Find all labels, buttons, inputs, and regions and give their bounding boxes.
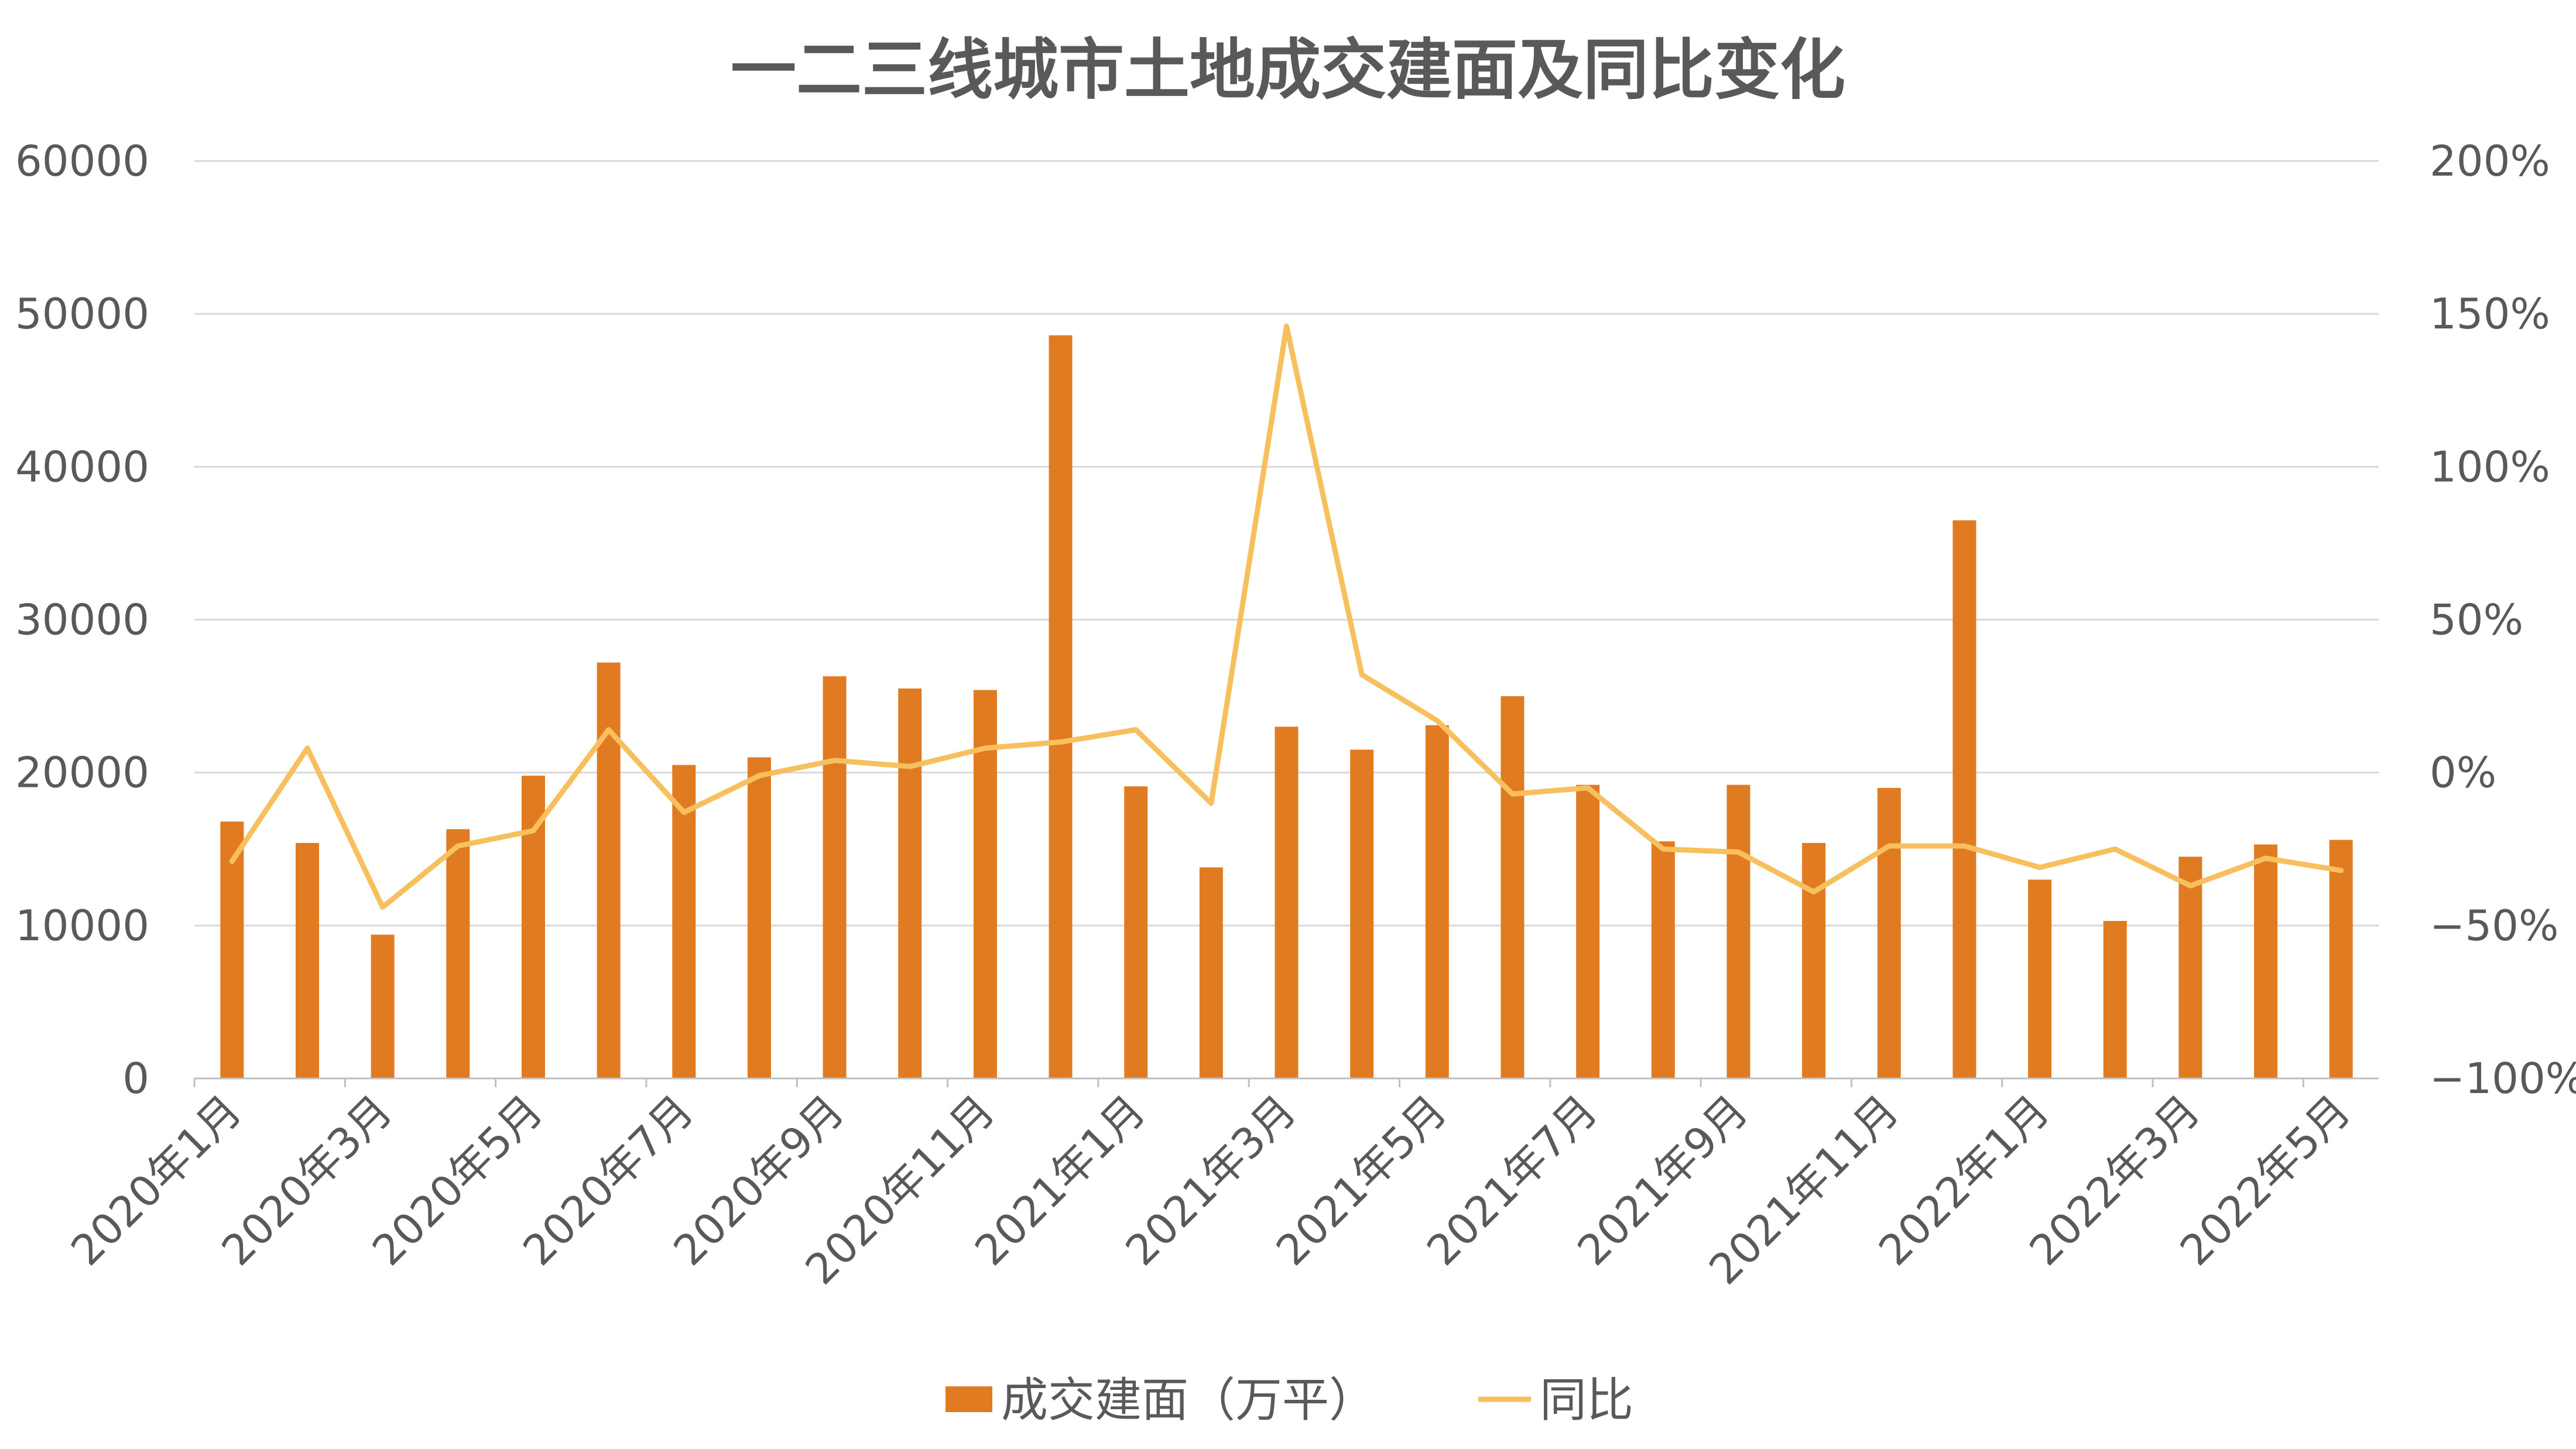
line-yoy: [229, 323, 2344, 910]
bar: [1576, 785, 1600, 1078]
bar: [521, 775, 545, 1078]
bar: [747, 757, 771, 1078]
y-right-tick-label: 50%: [2430, 595, 2523, 645]
bar: [1727, 785, 1751, 1078]
left-axis: 0 10000 20000 30000 40000 50000 60000: [15, 136, 149, 1103]
line-series: [229, 323, 2344, 910]
bar: [2254, 844, 2278, 1078]
bar: [1124, 786, 1148, 1078]
legend-label-line: 同比: [1540, 1373, 1633, 1427]
bar: [2178, 857, 2202, 1078]
bars: [220, 335, 2353, 1078]
bar: [1952, 520, 1976, 1078]
y-left-tick-label: 40000: [15, 442, 149, 491]
bar: [1651, 841, 1675, 1078]
bar: [1199, 867, 1223, 1078]
y-right-tick-label: 150%: [2430, 289, 2550, 338]
legend: 成交建面（万平） 同比: [946, 1373, 1633, 1427]
gridlines: [194, 160, 2379, 927]
bar: [446, 829, 470, 1078]
y-left-tick-label: 0: [122, 1054, 149, 1103]
y-right-tick-label: 200%: [2430, 136, 2550, 186]
right-axis: −100% −50% 0% 50% 100% 150% 200%: [2430, 136, 2576, 1103]
y-right-tick-label: −50%: [2430, 901, 2558, 950]
bar: [973, 690, 997, 1078]
y-left-tick-label: 60000: [15, 136, 149, 186]
bar: [597, 662, 621, 1078]
bar: [2103, 920, 2127, 1078]
bar: [898, 688, 922, 1078]
y-left-tick-label: 10000: [15, 901, 149, 950]
bar: [823, 676, 847, 1078]
bar: [1425, 725, 1449, 1078]
chart-title: 一二三线城市土地成交建面及同比变化: [731, 32, 1845, 108]
y-left-tick-label: 20000: [15, 748, 149, 797]
bar: [672, 765, 696, 1078]
bar: [1802, 842, 1826, 1078]
y-right-tick-label: −100%: [2430, 1054, 2576, 1103]
bar: [1049, 335, 1073, 1078]
x-axis: 2020年1月2020年3月2020年5月2020年7月2020年9月2020年…: [61, 1077, 2379, 1294]
bar: [1275, 727, 1299, 1078]
bar: [220, 821, 244, 1078]
bar: [1350, 749, 1374, 1078]
bar: [2028, 879, 2052, 1078]
y-right-tick-label: 100%: [2430, 442, 2550, 491]
bar: [1877, 787, 1901, 1078]
bar: [1501, 696, 1525, 1078]
bar: [2329, 840, 2353, 1078]
y-left-tick-label: 50000: [15, 289, 149, 338]
y-left-tick-label: 30000: [15, 595, 149, 645]
bar: [295, 842, 319, 1078]
legend-swatch-bar: [946, 1386, 992, 1412]
y-right-tick-label: 0%: [2430, 748, 2496, 797]
bar: [371, 934, 395, 1078]
legend-label-bar: 成交建面（万平）: [1001, 1373, 1376, 1427]
